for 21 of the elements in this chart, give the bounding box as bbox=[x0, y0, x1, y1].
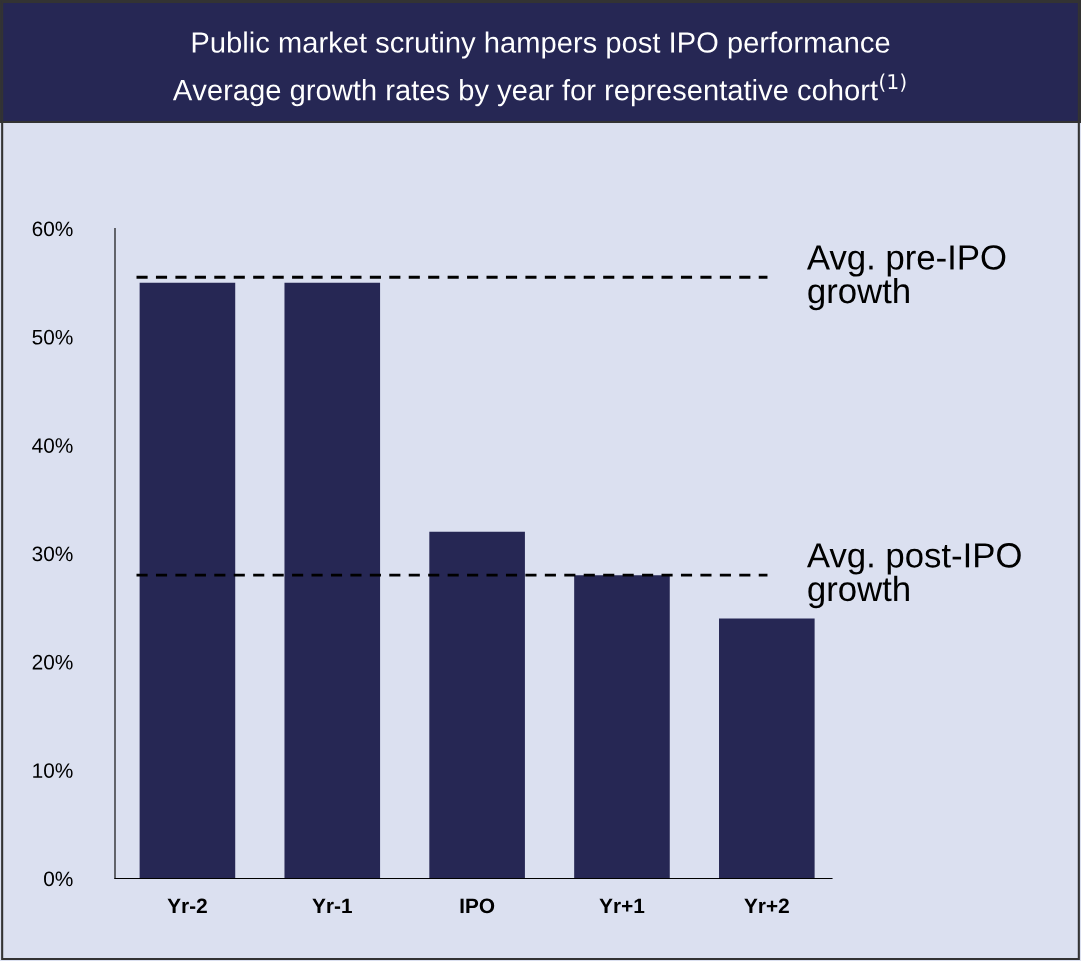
ref-line-label: Avg. pre-IPO growth bbox=[806, 245, 1006, 311]
bar bbox=[284, 282, 381, 879]
y-tick-label: 40% bbox=[32, 438, 73, 453]
bar bbox=[719, 618, 815, 879]
y-tick-label: 10% bbox=[33, 763, 73, 778]
bar bbox=[139, 282, 236, 879]
y-tick-label: 50% bbox=[32, 329, 73, 345]
y-tick-label: 0% bbox=[44, 871, 73, 887]
x-tick-label: Yr+1 bbox=[599, 898, 645, 914]
y-tick-label: 60% bbox=[32, 221, 73, 237]
x-tick-label: Yr-1 bbox=[312, 898, 352, 914]
chart-title: Public market scrutiny hampers post IPO performance bbox=[192, 31, 890, 59]
y-tick-label: 20% bbox=[32, 654, 73, 670]
y-tick-label: 30% bbox=[32, 546, 73, 562]
x-tick-label: IPO bbox=[460, 898, 495, 914]
bar bbox=[429, 531, 525, 879]
x-tick-label: Yr+2 bbox=[744, 898, 789, 914]
bar bbox=[574, 575, 670, 879]
ref-line-label: Avg. post-IPO growth bbox=[806, 543, 1021, 609]
chart-subtitle: Average growth rates by year for representative cohort$^{(1)}$ bbox=[172, 73, 906, 107]
x-tick-label: Yr-2 bbox=[167, 898, 207, 914]
